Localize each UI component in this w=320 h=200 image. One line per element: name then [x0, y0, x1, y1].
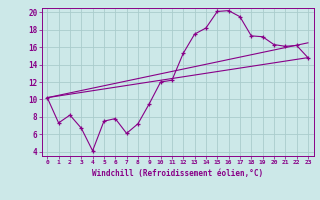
X-axis label: Windchill (Refroidissement éolien,°C): Windchill (Refroidissement éolien,°C) — [92, 169, 263, 178]
